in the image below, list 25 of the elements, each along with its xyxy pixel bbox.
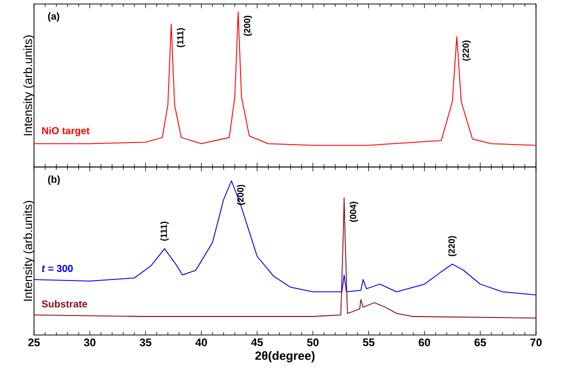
annotation: (111) [176, 28, 186, 48]
annotation: (220) [448, 236, 457, 256]
series-label: NiO target [42, 126, 90, 136]
x-tick-label: 50 [307, 338, 319, 346]
y-axis-title: Intensity (arb.units) [23, 200, 34, 301]
annotation: (a) [48, 12, 60, 22]
annotation: (004) [350, 202, 358, 222]
series-label: Substrate [42, 300, 88, 308]
x-tick-label: 55 [362, 338, 374, 346]
x-axis-title: 2θ(degree) [255, 351, 315, 362]
x-tick-label: 65 [474, 338, 486, 346]
annotation: (200) [236, 184, 246, 205]
series-label: t = 300 [42, 264, 73, 272]
annotation: (200) [244, 16, 252, 36]
x-tick-label: 40 [195, 338, 207, 346]
annotation: (220) [462, 40, 471, 61]
annotation: (b) [48, 176, 60, 185]
y-axis-title: Intensity (arb.units) [23, 35, 34, 136]
x-tick-label: 70 [530, 338, 542, 346]
annotation: (111) [160, 222, 169, 241]
x-tick-label: 30 [84, 338, 96, 346]
x-tick-label: 45 [251, 338, 263, 346]
x-tick-label: 25 [28, 338, 40, 346]
x-tick-label: 35 [140, 338, 152, 346]
x-tick-label: 60 [418, 338, 430, 346]
